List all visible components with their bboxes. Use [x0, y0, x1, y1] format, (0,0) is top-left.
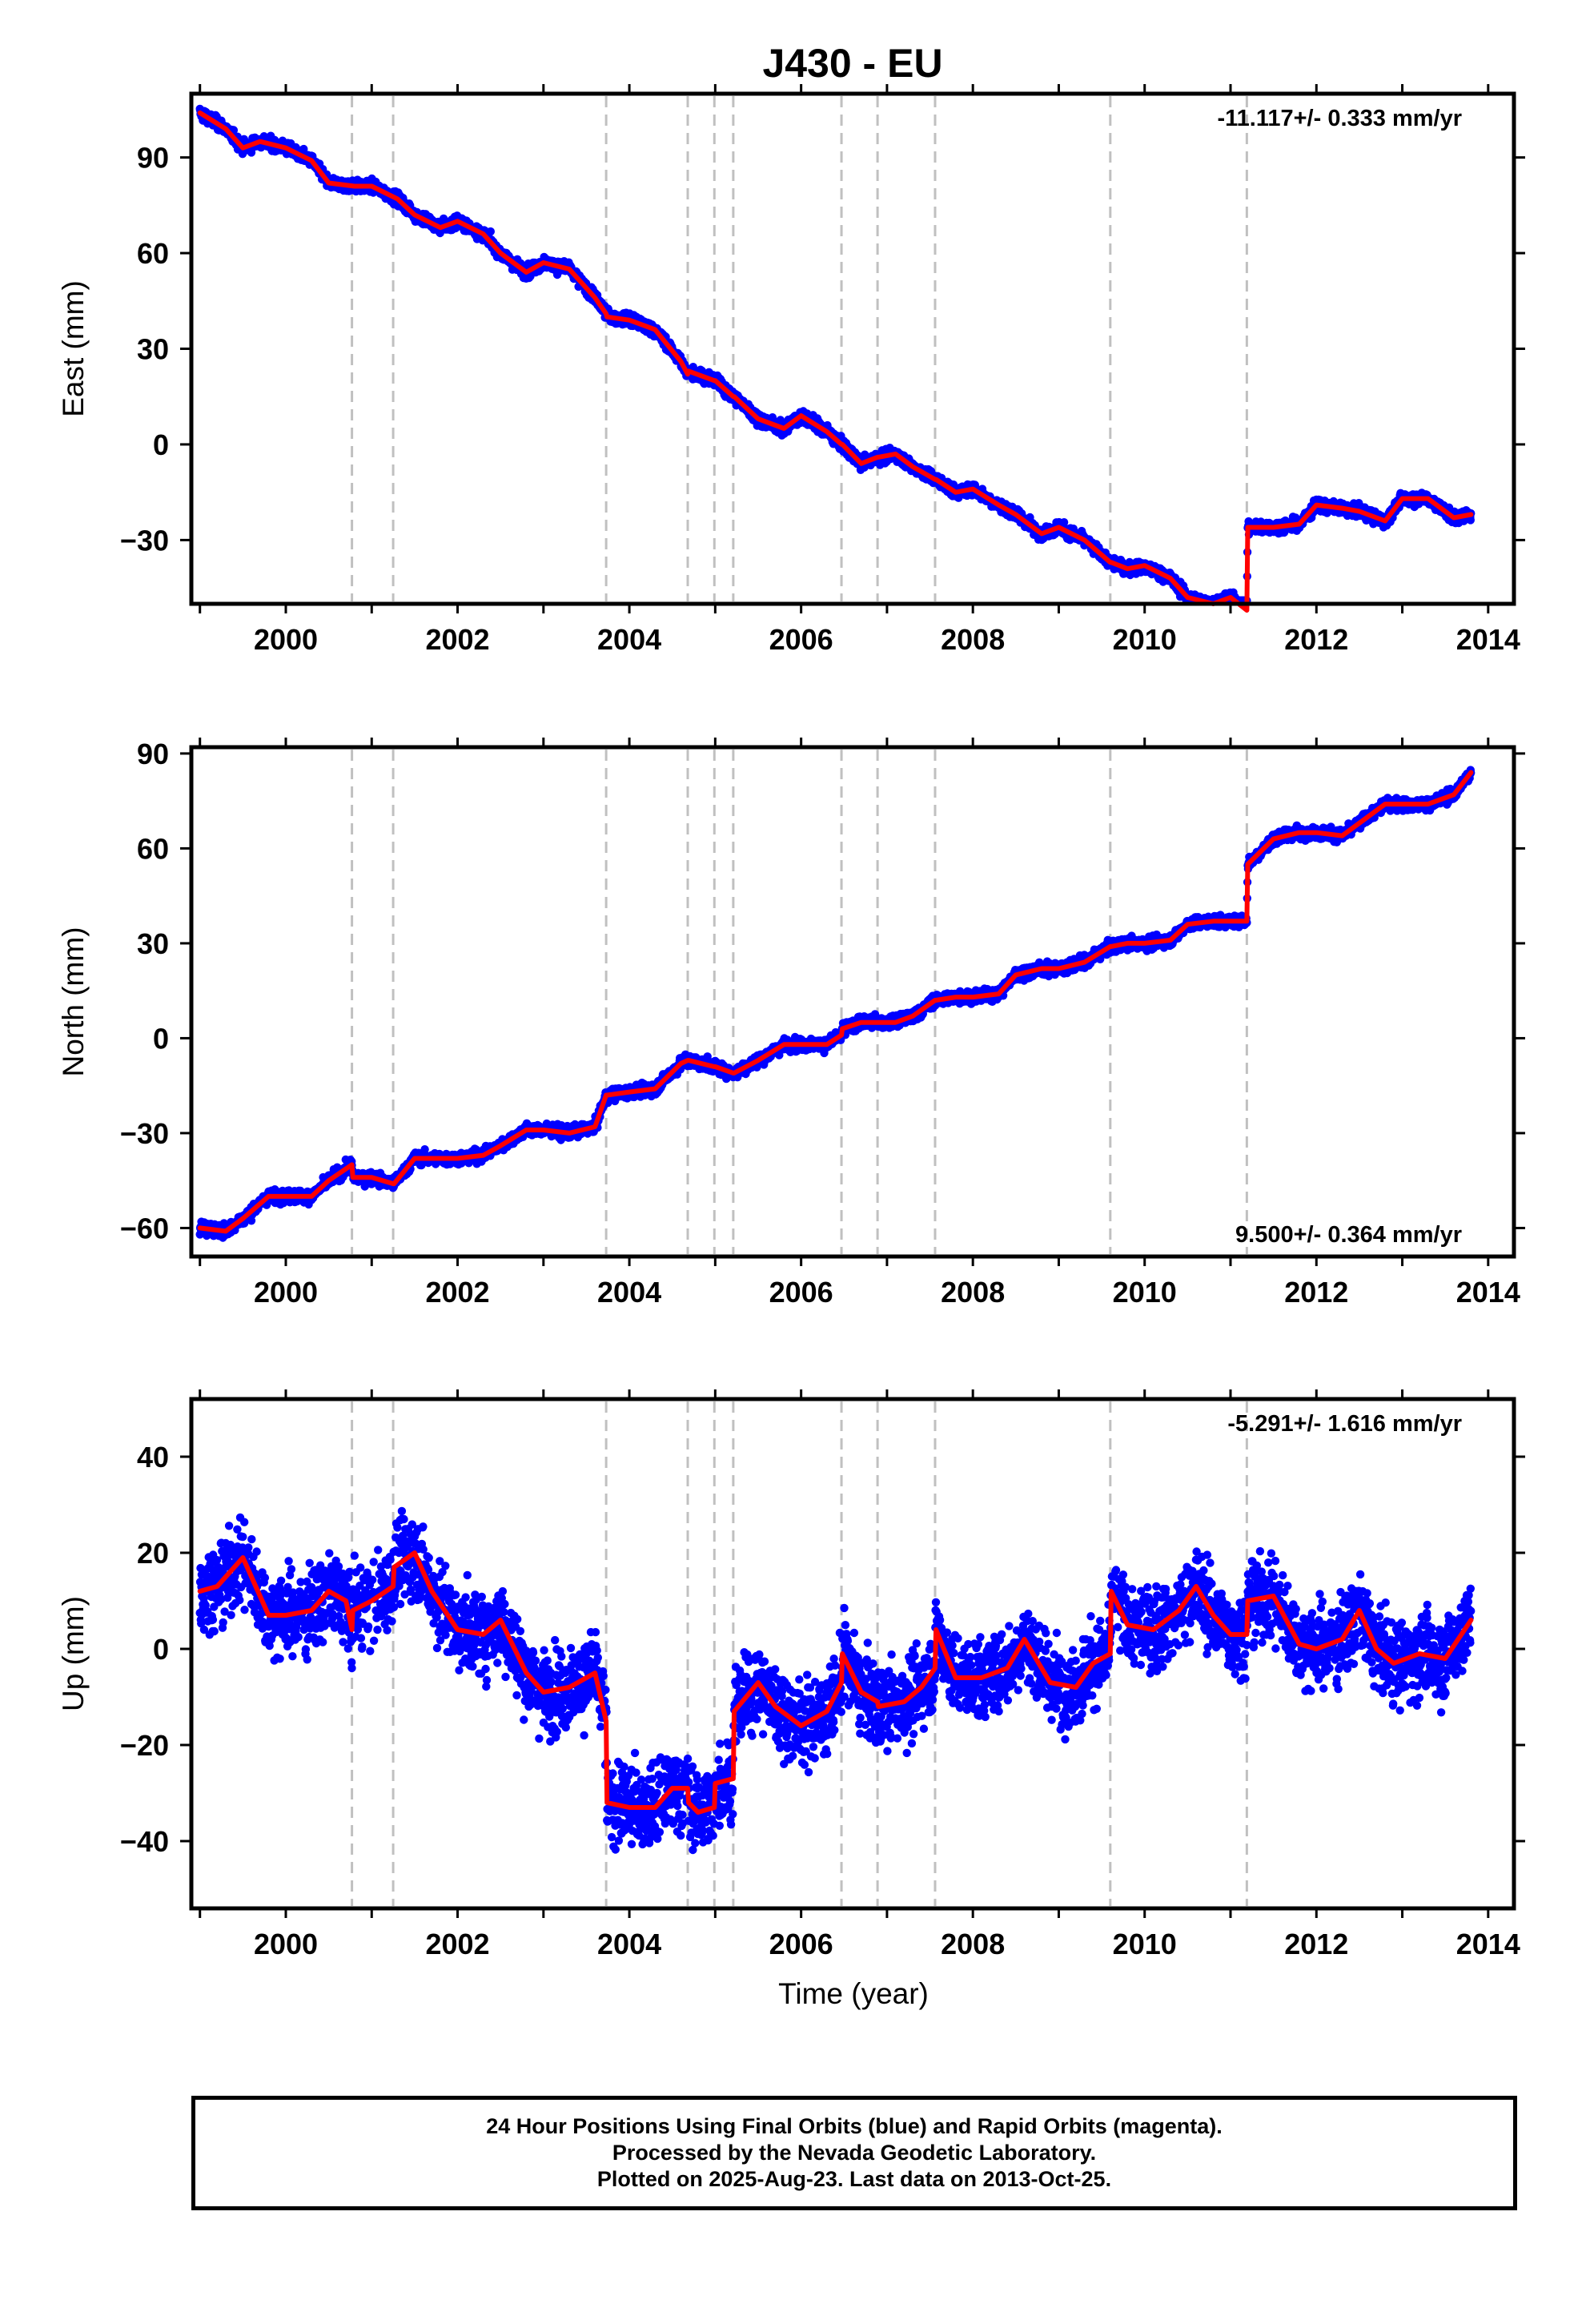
x-tick-label: 2012: [1284, 623, 1348, 656]
panel-north: 2000 2002 2004 2006 2008 2010 2012 2014−60−3003…: [57, 738, 1525, 1309]
y-tick-label: −30: [120, 524, 169, 557]
x-tick-label: 2006: [769, 623, 833, 656]
x-tick-label: 2000: [254, 623, 318, 656]
chart-title: J430 - EU: [762, 41, 942, 86]
x-tick-label: 2010: [1113, 623, 1177, 656]
y-axis-label: East (mm): [57, 280, 90, 417]
y-tick-label: 60: [137, 237, 169, 270]
x-tick-label: 2014: [1456, 623, 1520, 656]
y-tick-label: 0: [153, 428, 169, 461]
rate-label: -11.117+/- 0.333 mm/yr: [1217, 106, 1462, 131]
y-tick-label: 90: [137, 142, 169, 175]
x-tick-label: 2008: [941, 623, 1005, 656]
panel-east: 2000 2002 2004 2006 2008 2010 2012 2014 −30 0 30 60…: [57, 84, 1525, 656]
x-tick-label: 2004: [597, 623, 661, 656]
y-tick-label: 30: [137, 333, 169, 366]
panels: 2000 2002 2004 2006 2008 2010 2012 2014 −30 0 30 60…: [57, 84, 1525, 1960]
x-tick-label: 2002: [425, 623, 489, 656]
plot-area: [191, 94, 1514, 604]
data-point: [486, 227, 495, 236]
